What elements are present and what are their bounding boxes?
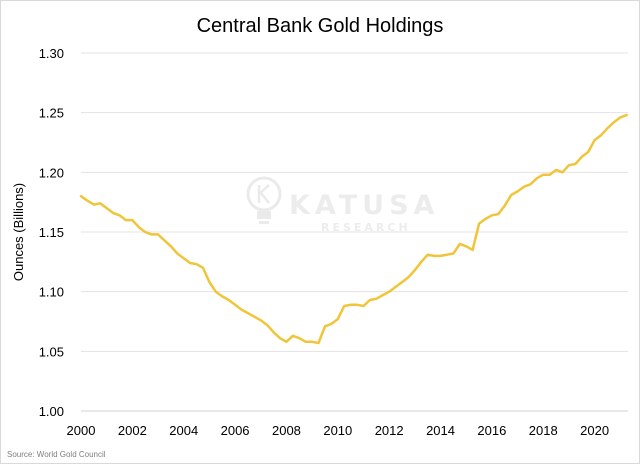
- y-tick-label: 1.15: [39, 225, 64, 240]
- lightbulb-k-icon: [246, 176, 282, 224]
- gridlines: [81, 52, 628, 352]
- x-axis-ticks: 2000 2002 2004 2006 2008 2010 2012 2014 2016 2018…: [67, 423, 610, 438]
- chart-title: Central Bank Gold Holdings: [197, 15, 444, 37]
- x-tick-label: 2016: [477, 423, 506, 438]
- x-tick-label: 2020: [580, 423, 609, 438]
- y-tick-label: 1.30: [39, 46, 64, 61]
- watermark-sub: RESEARCH: [321, 221, 411, 234]
- y-tick-label: 1.20: [39, 165, 64, 180]
- x-tick-label: 2012: [375, 423, 404, 438]
- watermark-name: KATUSA: [289, 190, 439, 221]
- x-tick-label: 2000: [67, 423, 96, 438]
- y-axis-label: Ounces (Billions): [11, 183, 26, 281]
- x-tick-label: 2014: [426, 423, 455, 438]
- y-axis-ticks: 1.00 1.05 1.10 1.15 1.20 1.25 1.30: [39, 46, 64, 419]
- y-tick-label: 1.00: [39, 404, 64, 419]
- y-tick-label: 1.10: [39, 285, 64, 300]
- y-tick-label: 1.25: [39, 106, 64, 121]
- x-tick-label: 2002: [118, 423, 147, 438]
- x-tick-label: 2010: [323, 423, 352, 438]
- x-tick-label: 2006: [221, 423, 250, 438]
- x-tick-label: 2008: [272, 423, 301, 438]
- watermark: KATUSA RESEARCH: [246, 176, 439, 234]
- x-tick-label: 2018: [529, 423, 558, 438]
- series-line: [79, 113, 628, 345]
- x-tick-label: 2004: [169, 423, 198, 438]
- y-tick-label: 1.05: [39, 344, 64, 359]
- source-note: Source: World Gold Council: [7, 450, 106, 459]
